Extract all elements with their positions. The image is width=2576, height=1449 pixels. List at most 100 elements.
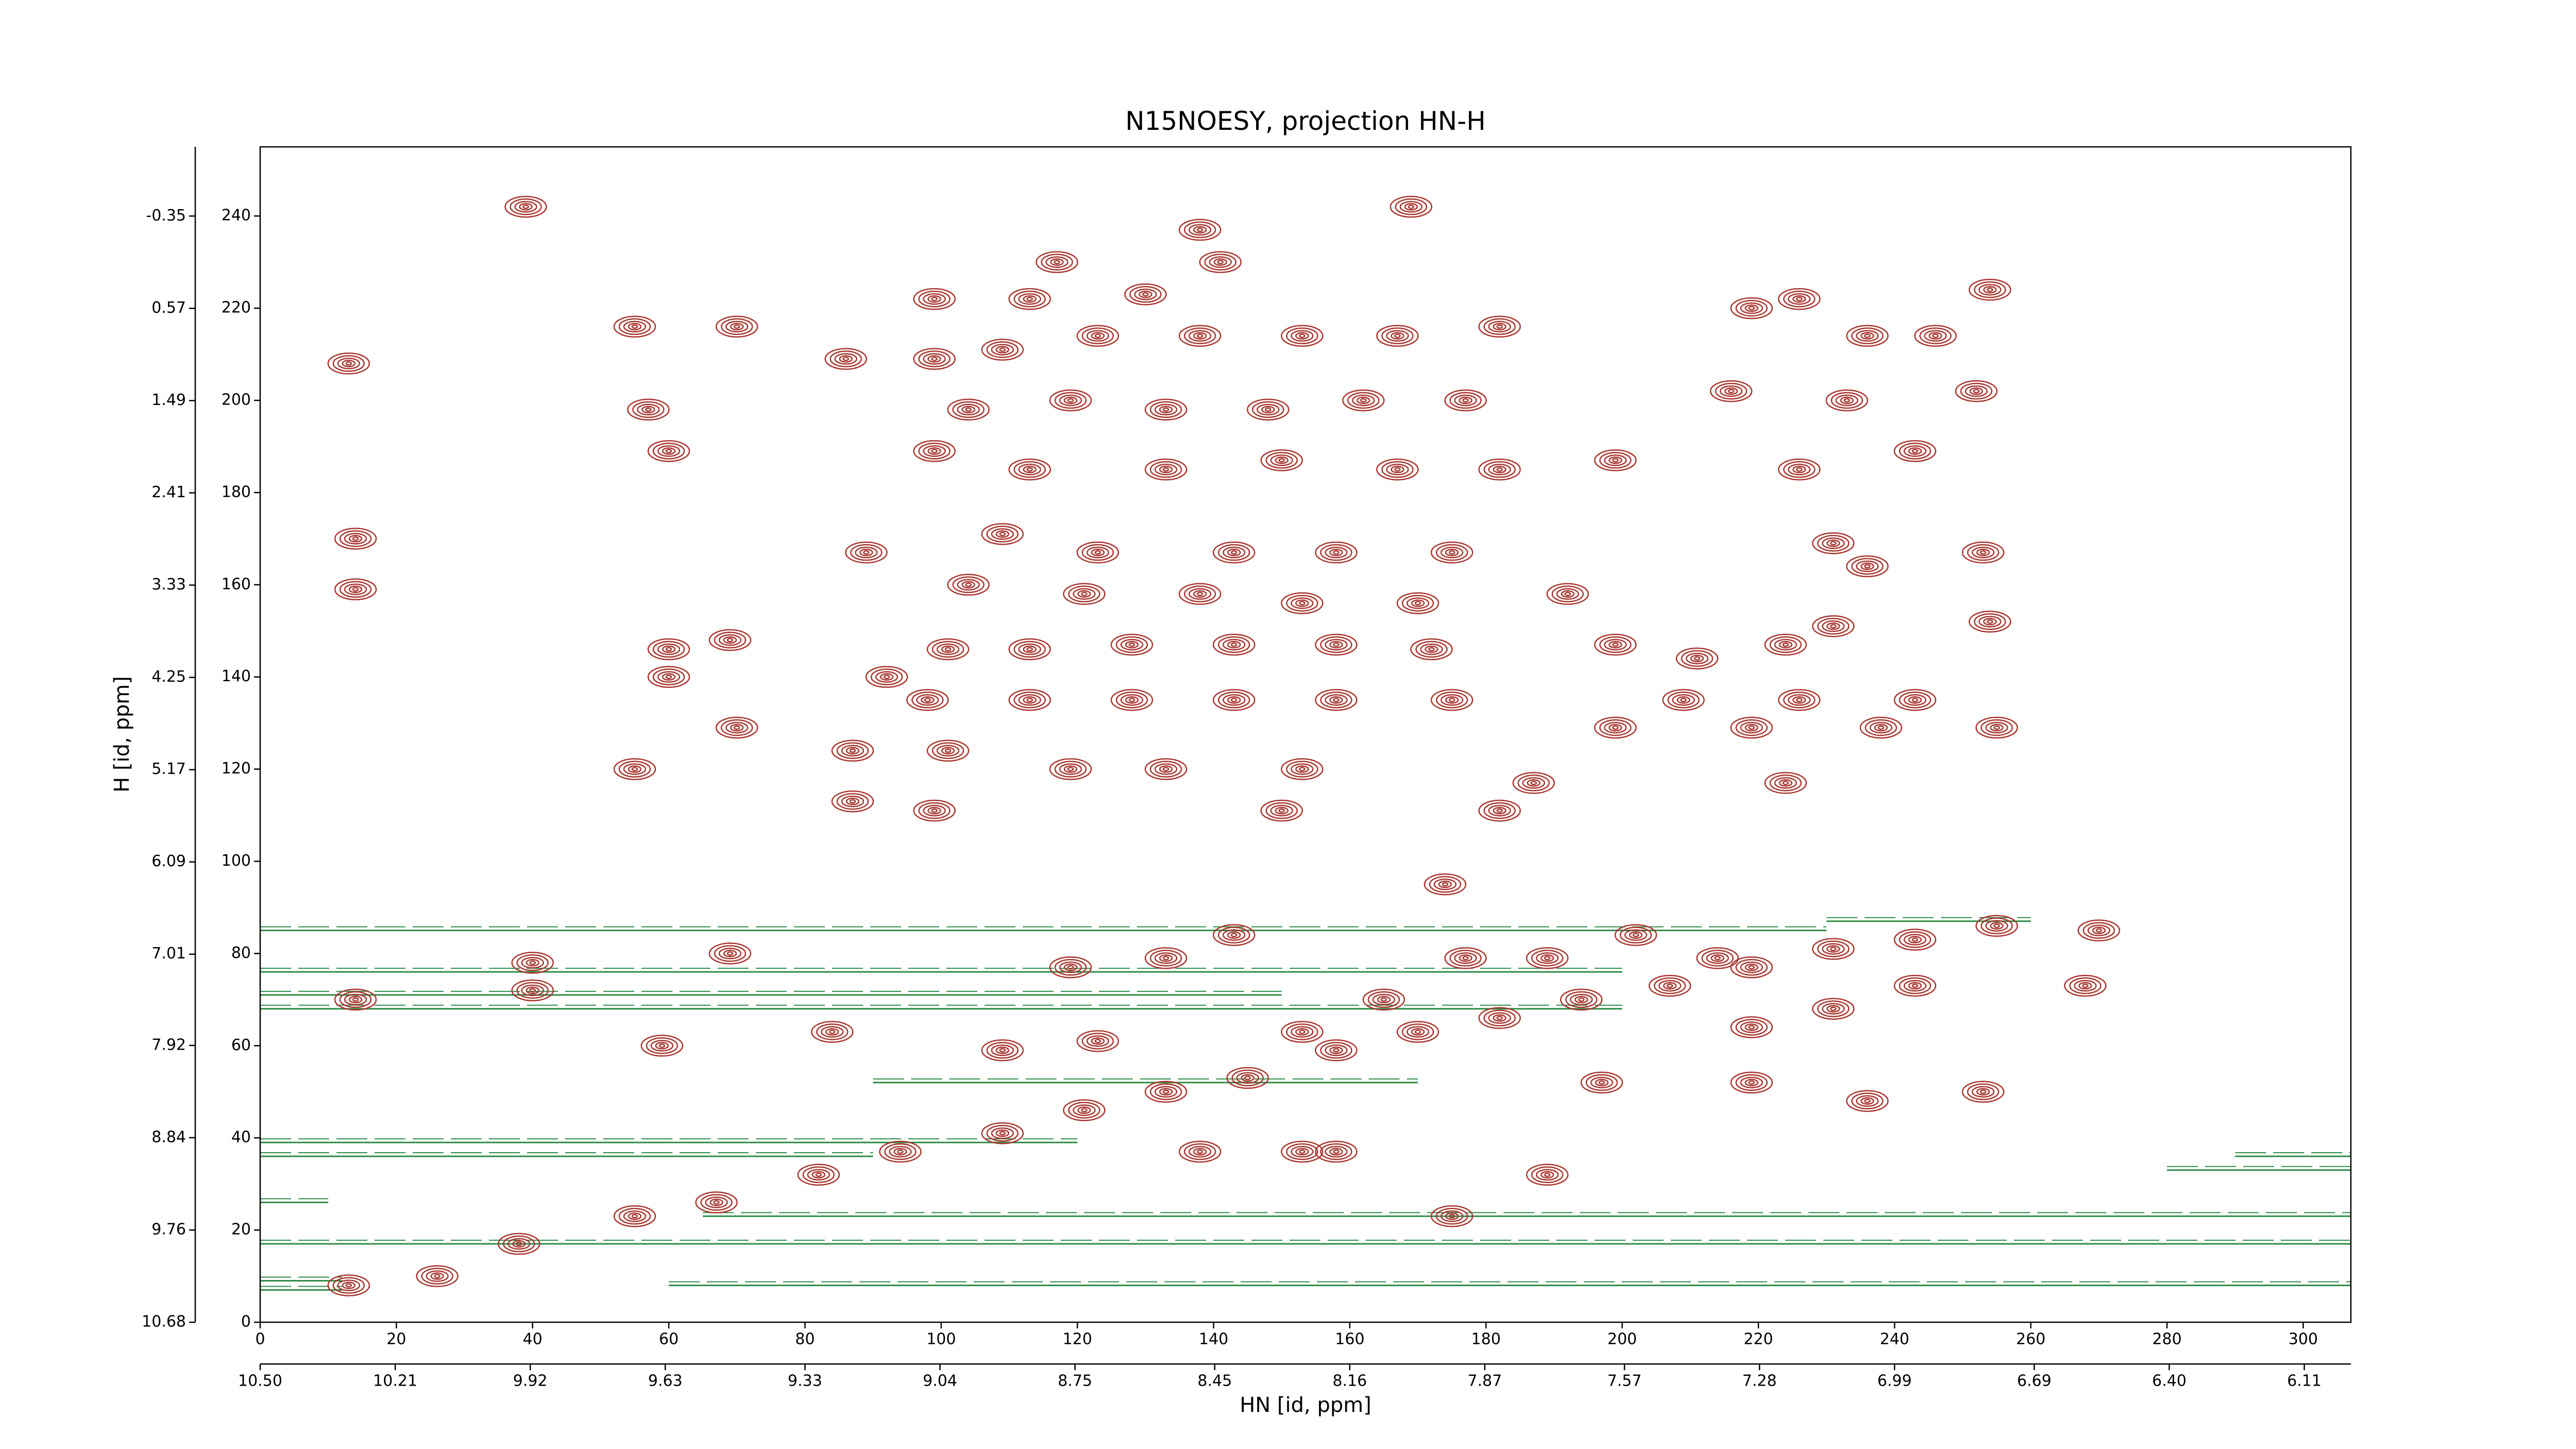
x2-tick-label: 6.69 bbox=[2017, 1372, 2052, 1390]
peak-ring bbox=[1381, 461, 1414, 478]
peak-ring bbox=[700, 1194, 733, 1211]
peak-ring bbox=[521, 957, 544, 969]
peak-ring bbox=[944, 748, 952, 753]
peak-ring bbox=[1329, 696, 1343, 704]
peak bbox=[1846, 555, 1889, 578]
peak-ring bbox=[1415, 641, 1448, 658]
peak-ring bbox=[337, 1279, 361, 1291]
peak-ring bbox=[807, 1169, 831, 1181]
peak-ring bbox=[897, 1149, 904, 1154]
peak-ring bbox=[1783, 461, 1816, 478]
peak-ring bbox=[1540, 954, 1554, 962]
peak-ring bbox=[1667, 692, 1700, 709]
peak-ring bbox=[1149, 1083, 1182, 1100]
peak-ring bbox=[927, 447, 941, 455]
peak-ring bbox=[1265, 802, 1298, 819]
peak-ring bbox=[1796, 698, 1803, 702]
peak bbox=[1662, 689, 1705, 711]
x-tick-label: 140 bbox=[1199, 1330, 1228, 1349]
peak-ring bbox=[1440, 694, 1464, 706]
peak bbox=[1008, 288, 1051, 310]
peak-ring bbox=[652, 443, 685, 460]
x2-tick-label: 8.45 bbox=[1197, 1372, 1232, 1390]
peak-ring bbox=[421, 1268, 453, 1285]
peak-ring bbox=[1222, 638, 1246, 651]
peak-ring bbox=[931, 808, 938, 813]
peak-ring bbox=[1979, 1089, 1987, 1094]
peak bbox=[1730, 297, 1773, 319]
peak-ring bbox=[911, 692, 944, 709]
peak-ring bbox=[1154, 403, 1178, 416]
peak-ring bbox=[1428, 647, 1435, 652]
peak-ring bbox=[1386, 330, 1409, 342]
peak bbox=[1594, 716, 1637, 739]
peak-ring bbox=[1740, 1076, 1764, 1089]
peak-ring bbox=[1788, 293, 1811, 305]
peak-ring bbox=[1086, 330, 1110, 342]
peak-ring bbox=[1980, 719, 2013, 736]
peak-ring bbox=[1960, 382, 1993, 400]
peak-ring bbox=[961, 406, 975, 414]
peak-ring bbox=[1740, 721, 1764, 734]
peak-ring bbox=[1081, 327, 1114, 344]
peak-ring bbox=[1329, 1046, 1343, 1054]
peak-ring bbox=[1826, 540, 1840, 547]
peak-ring bbox=[1488, 804, 1511, 817]
peak-ring bbox=[1971, 1086, 1995, 1098]
y-tick-label: 240 bbox=[222, 207, 251, 225]
peak bbox=[1859, 716, 1903, 739]
peak-ring bbox=[1023, 295, 1037, 303]
peak-ring bbox=[1663, 982, 1677, 990]
peak-ring bbox=[995, 346, 1010, 353]
peak-ring bbox=[1115, 636, 1148, 653]
peak-ring bbox=[1865, 719, 1897, 736]
peak-ring bbox=[921, 696, 935, 704]
peak bbox=[913, 288, 956, 310]
peak-ring bbox=[1193, 1148, 1207, 1156]
peak-ring bbox=[1425, 645, 1438, 653]
peak bbox=[1812, 998, 1855, 1020]
peak-ring bbox=[2095, 928, 2103, 933]
peak-ring bbox=[1252, 401, 1284, 418]
peak-ring bbox=[1372, 993, 1396, 1006]
peak-ring bbox=[1149, 461, 1182, 478]
peak-ring bbox=[845, 747, 860, 755]
peak-ring bbox=[1120, 694, 1144, 706]
peak-ring bbox=[1735, 299, 1768, 317]
peak-ring bbox=[1448, 698, 1455, 702]
peak-ring bbox=[1774, 638, 1798, 651]
peak bbox=[1389, 196, 1433, 218]
peak-ring bbox=[1149, 401, 1182, 418]
peak-ring bbox=[1448, 1214, 1455, 1219]
peak bbox=[1260, 799, 1303, 822]
x-tick-label: 200 bbox=[1607, 1330, 1637, 1349]
peak-ring bbox=[1295, 1148, 1309, 1156]
peak-ring bbox=[923, 445, 946, 457]
peak-ring bbox=[957, 403, 980, 416]
peak-ring bbox=[1990, 723, 2004, 732]
peak-ring bbox=[348, 535, 363, 543]
peak bbox=[1342, 389, 1385, 412]
peak bbox=[695, 1191, 738, 1214]
peak bbox=[1478, 315, 1521, 338]
peak-ring bbox=[1727, 389, 1735, 394]
peak-ring bbox=[1680, 698, 1687, 702]
y2-tick-label: 9.76 bbox=[151, 1220, 186, 1238]
peak-ring bbox=[986, 341, 1019, 358]
peak-ring bbox=[1414, 1030, 1421, 1034]
peak bbox=[1008, 458, 1051, 481]
peak bbox=[498, 1233, 540, 1255]
peak-ring bbox=[1864, 333, 1871, 338]
y-tick-label: 120 bbox=[222, 760, 251, 778]
peak-ring bbox=[1333, 642, 1340, 647]
peak-ring bbox=[1241, 1074, 1255, 1082]
peak-ring bbox=[1073, 1104, 1096, 1116]
peak-ring bbox=[825, 1028, 839, 1036]
peak-ring bbox=[1154, 952, 1178, 964]
peak-ring bbox=[1333, 550, 1340, 555]
peak-ring bbox=[1299, 767, 1306, 771]
peak-ring bbox=[1964, 385, 1988, 397]
peak-ring bbox=[1608, 723, 1622, 732]
peak-ring bbox=[1556, 588, 1580, 600]
peak-ring bbox=[918, 290, 951, 308]
